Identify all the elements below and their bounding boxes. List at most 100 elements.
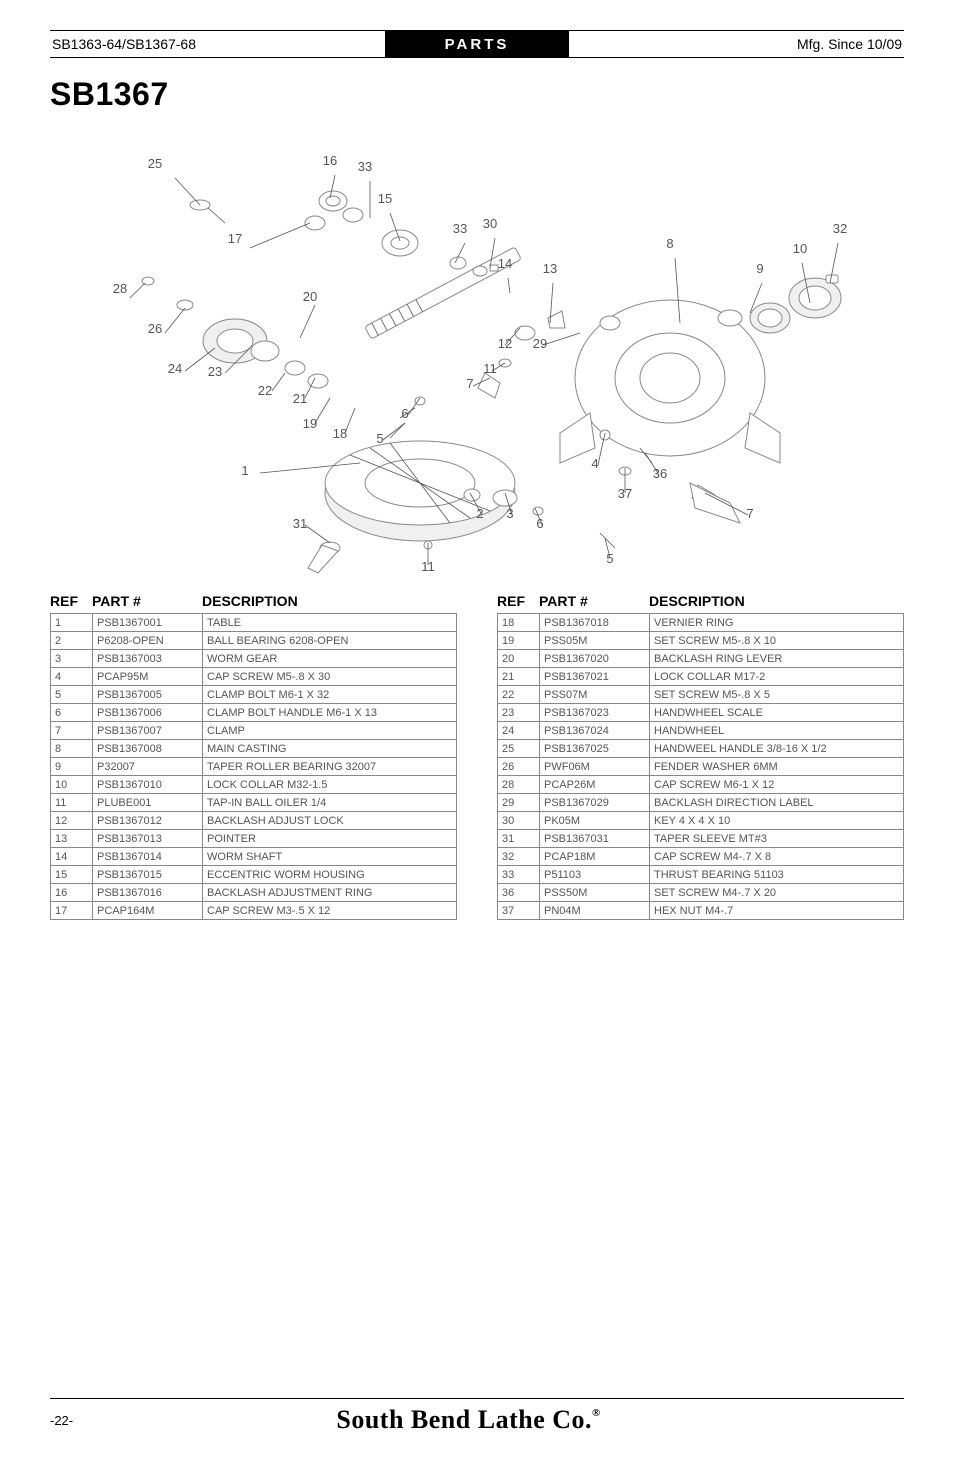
cell-desc: SET SCREW M5-.8 X 10 <box>650 632 904 650</box>
table-row: 9P32007TAPER ROLLER BEARING 32007 <box>51 758 457 776</box>
callout-number: 11 <box>421 559 435 574</box>
cell-ref: 19 <box>498 632 540 650</box>
cell-part: PSB1367010 <box>93 776 203 794</box>
table-row: 28PCAP26MCAP SCREW M6-1 X 12 <box>498 776 904 794</box>
table-row: 37PN04MHEX NUT M4-.7 <box>498 902 904 920</box>
cell-ref: 33 <box>498 866 540 884</box>
cell-desc: WORM GEAR <box>203 650 457 668</box>
table-row: 12PSB1367012BACKLASH ADJUST LOCK <box>51 812 457 830</box>
cell-ref: 24 <box>498 722 540 740</box>
cell-part: PSB1367007 <box>93 722 203 740</box>
cell-ref: 3 <box>51 650 93 668</box>
part-cap-screw-32 <box>826 275 838 283</box>
cell-ref: 32 <box>498 848 540 866</box>
cell-ref: 30 <box>498 812 540 830</box>
cell-part: PSS05M <box>540 632 650 650</box>
cell-part: PSB1367018 <box>540 614 650 632</box>
callout-number: 28 <box>113 281 127 296</box>
table-row: 21PSB1367021LOCK COLLAR M17-2 <box>498 668 904 686</box>
cell-ref: 8 <box>51 740 93 758</box>
cell-desc: HANDWHEEL <box>650 722 904 740</box>
callout-number: 32 <box>833 221 847 236</box>
cell-ref: 22 <box>498 686 540 704</box>
cell-ref: 6 <box>51 704 93 722</box>
brand-logo: South Bend Lathe Co.® <box>73 1405 864 1435</box>
callout-number: 15 <box>378 191 392 206</box>
header-bar: SB1363-64/SB1367-68 PARTS Mfg. Since 10/… <box>50 30 904 58</box>
callout-leader <box>305 525 330 543</box>
part-worm-shaft-assembly <box>142 191 565 388</box>
cell-part: P51103 <box>540 866 650 884</box>
cell-part: PN04M <box>540 902 650 920</box>
table-row: 4PCAP95MCAP SCREW M5-.8 X 30 <box>51 668 457 686</box>
cell-desc: CLAMP BOLT M6-1 X 32 <box>203 686 457 704</box>
callout-number: 11 <box>483 361 497 376</box>
cell-ref: 2 <box>51 632 93 650</box>
cell-part: PWF06M <box>540 758 650 776</box>
cell-ref: 28 <box>498 776 540 794</box>
cell-part: PSB1367031 <box>540 830 650 848</box>
cell-part: PSB1367012 <box>93 812 203 830</box>
cell-ref: 18 <box>498 614 540 632</box>
cell-part: PSB1367029 <box>540 794 650 812</box>
cell-desc: VERNIER RING <box>650 614 904 632</box>
cell-part: PLUBE001 <box>93 794 203 812</box>
table-row: 29PSB1367029BACKLASH DIRECTION LABEL <box>498 794 904 812</box>
table-row: 31PSB1367031TAPER SLEEVE MT#3 <box>498 830 904 848</box>
cell-ref: 25 <box>498 740 540 758</box>
header-center: PARTS <box>385 31 570 57</box>
cell-desc: TABLE <box>203 614 457 632</box>
table-left: 1PSB1367001TABLE2P6208-OPENBALL BEARING … <box>50 613 457 920</box>
table-row: 14PSB1367014WORM SHAFT <box>51 848 457 866</box>
callout-number: 21 <box>293 391 307 406</box>
cell-desc: LOCK COLLAR M32-1.5 <box>203 776 457 794</box>
callout-number: 29 <box>533 336 547 351</box>
cell-ref: 1 <box>51 614 93 632</box>
cell-part: PSB1367024 <box>540 722 650 740</box>
cell-ref: 36 <box>498 884 540 902</box>
cell-ref: 7 <box>51 722 93 740</box>
cell-part: PK05M <box>540 812 650 830</box>
header-right: Mfg. Since 10/09 <box>569 31 904 57</box>
cell-ref: 31 <box>498 830 540 848</box>
cell-ref: 37 <box>498 902 540 920</box>
tables-row: REF PART # DESCRIPTION 1PSB1367001TABLE2… <box>50 593 904 920</box>
cell-part: PCAP26M <box>540 776 650 794</box>
table-row: 13PSB1367013POINTER <box>51 830 457 848</box>
registered-mark: ® <box>592 1407 601 1419</box>
table-row: 16PSB1367016BACKLASH ADJUSTMENT RING <box>51 884 457 902</box>
header-part: PART # <box>539 593 649 609</box>
callout-number: 30 <box>483 216 497 231</box>
cell-desc: SET SCREW M5-.8 X 5 <box>650 686 904 704</box>
cell-desc: SET SCREW M4-.7 X 20 <box>650 884 904 902</box>
callout-number: 4 <box>591 456 598 471</box>
callout-leader <box>383 423 405 440</box>
cell-part: PSB1367025 <box>540 740 650 758</box>
cell-ref: 29 <box>498 794 540 812</box>
cell-desc: HANDWHEEL SCALE <box>650 704 904 722</box>
part-taper-sleeve <box>308 542 340 573</box>
callout-leader <box>272 373 285 391</box>
callout-number: 25 <box>148 156 162 171</box>
cell-part: PSB1367016 <box>93 884 203 902</box>
footer: -22- South Bend Lathe Co.® <box>50 1398 904 1435</box>
callout-number: 22 <box>258 383 272 398</box>
cell-ref: 21 <box>498 668 540 686</box>
callout-number: 19 <box>303 416 317 431</box>
cell-desc: FENDER WASHER 6MM <box>650 758 904 776</box>
callout-number: 26 <box>148 321 162 336</box>
callout-number: 5 <box>376 431 383 446</box>
cell-part: PCAP18M <box>540 848 650 866</box>
header-desc: DESCRIPTION <box>649 593 904 609</box>
cell-desc: TAP-IN BALL OILER 1/4 <box>203 794 457 812</box>
callout-leader <box>543 333 580 345</box>
callout-number: 31 <box>293 516 307 531</box>
page-container: SB1363-64/SB1367-68 PARTS Mfg. Since 10/… <box>0 0 954 1475</box>
callout-number: 10 <box>793 241 807 256</box>
callout-leader <box>508 278 510 293</box>
cell-part: PSS07M <box>540 686 650 704</box>
callout-number: 6 <box>536 516 543 531</box>
callout-number: 3 <box>506 506 513 521</box>
table-right: 18PSB1367018VERNIER RING19PSS05MSET SCRE… <box>497 613 904 920</box>
callout-leader <box>175 178 200 205</box>
